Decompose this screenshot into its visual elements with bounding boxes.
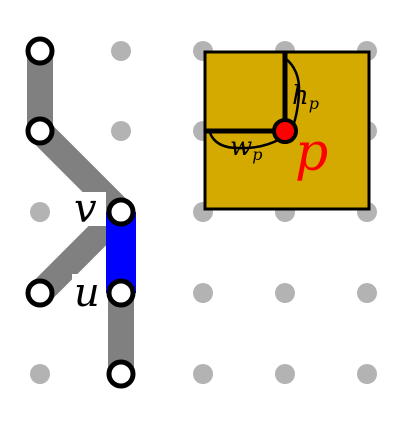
label-wp: wp: [230, 132, 263, 164]
grid-dot: [275, 364, 295, 384]
label-u: u: [74, 270, 100, 316]
label-hp-base: h: [292, 81, 309, 111]
label-hp: hp: [292, 81, 319, 113]
grid-dot: [357, 364, 377, 384]
vertex-v: [106, 197, 136, 227]
grid-dot: [111, 121, 131, 141]
label-p: p: [295, 123, 328, 183]
grid-dot: [193, 283, 213, 303]
vertex-lower-left: [25, 278, 55, 308]
label-v: v: [74, 186, 97, 232]
grid-dot: [30, 202, 50, 222]
grid-dot: [30, 364, 50, 384]
vertex-upper-left: [25, 116, 55, 146]
grid-dot: [357, 283, 377, 303]
point-p: [272, 118, 298, 144]
grid-dot: [193, 364, 213, 384]
vertices: [25, 36, 136, 389]
grid-dot: [111, 41, 131, 61]
vertex-top: [25, 36, 55, 66]
brace-wp: [208, 132, 281, 150]
brace-hp: [284, 57, 301, 127]
label-v-background: [72, 192, 106, 226]
vertex-u: [106, 278, 136, 308]
vertex-bottom: [106, 359, 136, 389]
label-wp-sub: p: [252, 145, 262, 164]
grid-dot: [275, 283, 295, 303]
label-u-background: [72, 274, 106, 310]
label-hp-sub: p: [309, 94, 319, 113]
label-wp-base: w: [230, 132, 252, 162]
